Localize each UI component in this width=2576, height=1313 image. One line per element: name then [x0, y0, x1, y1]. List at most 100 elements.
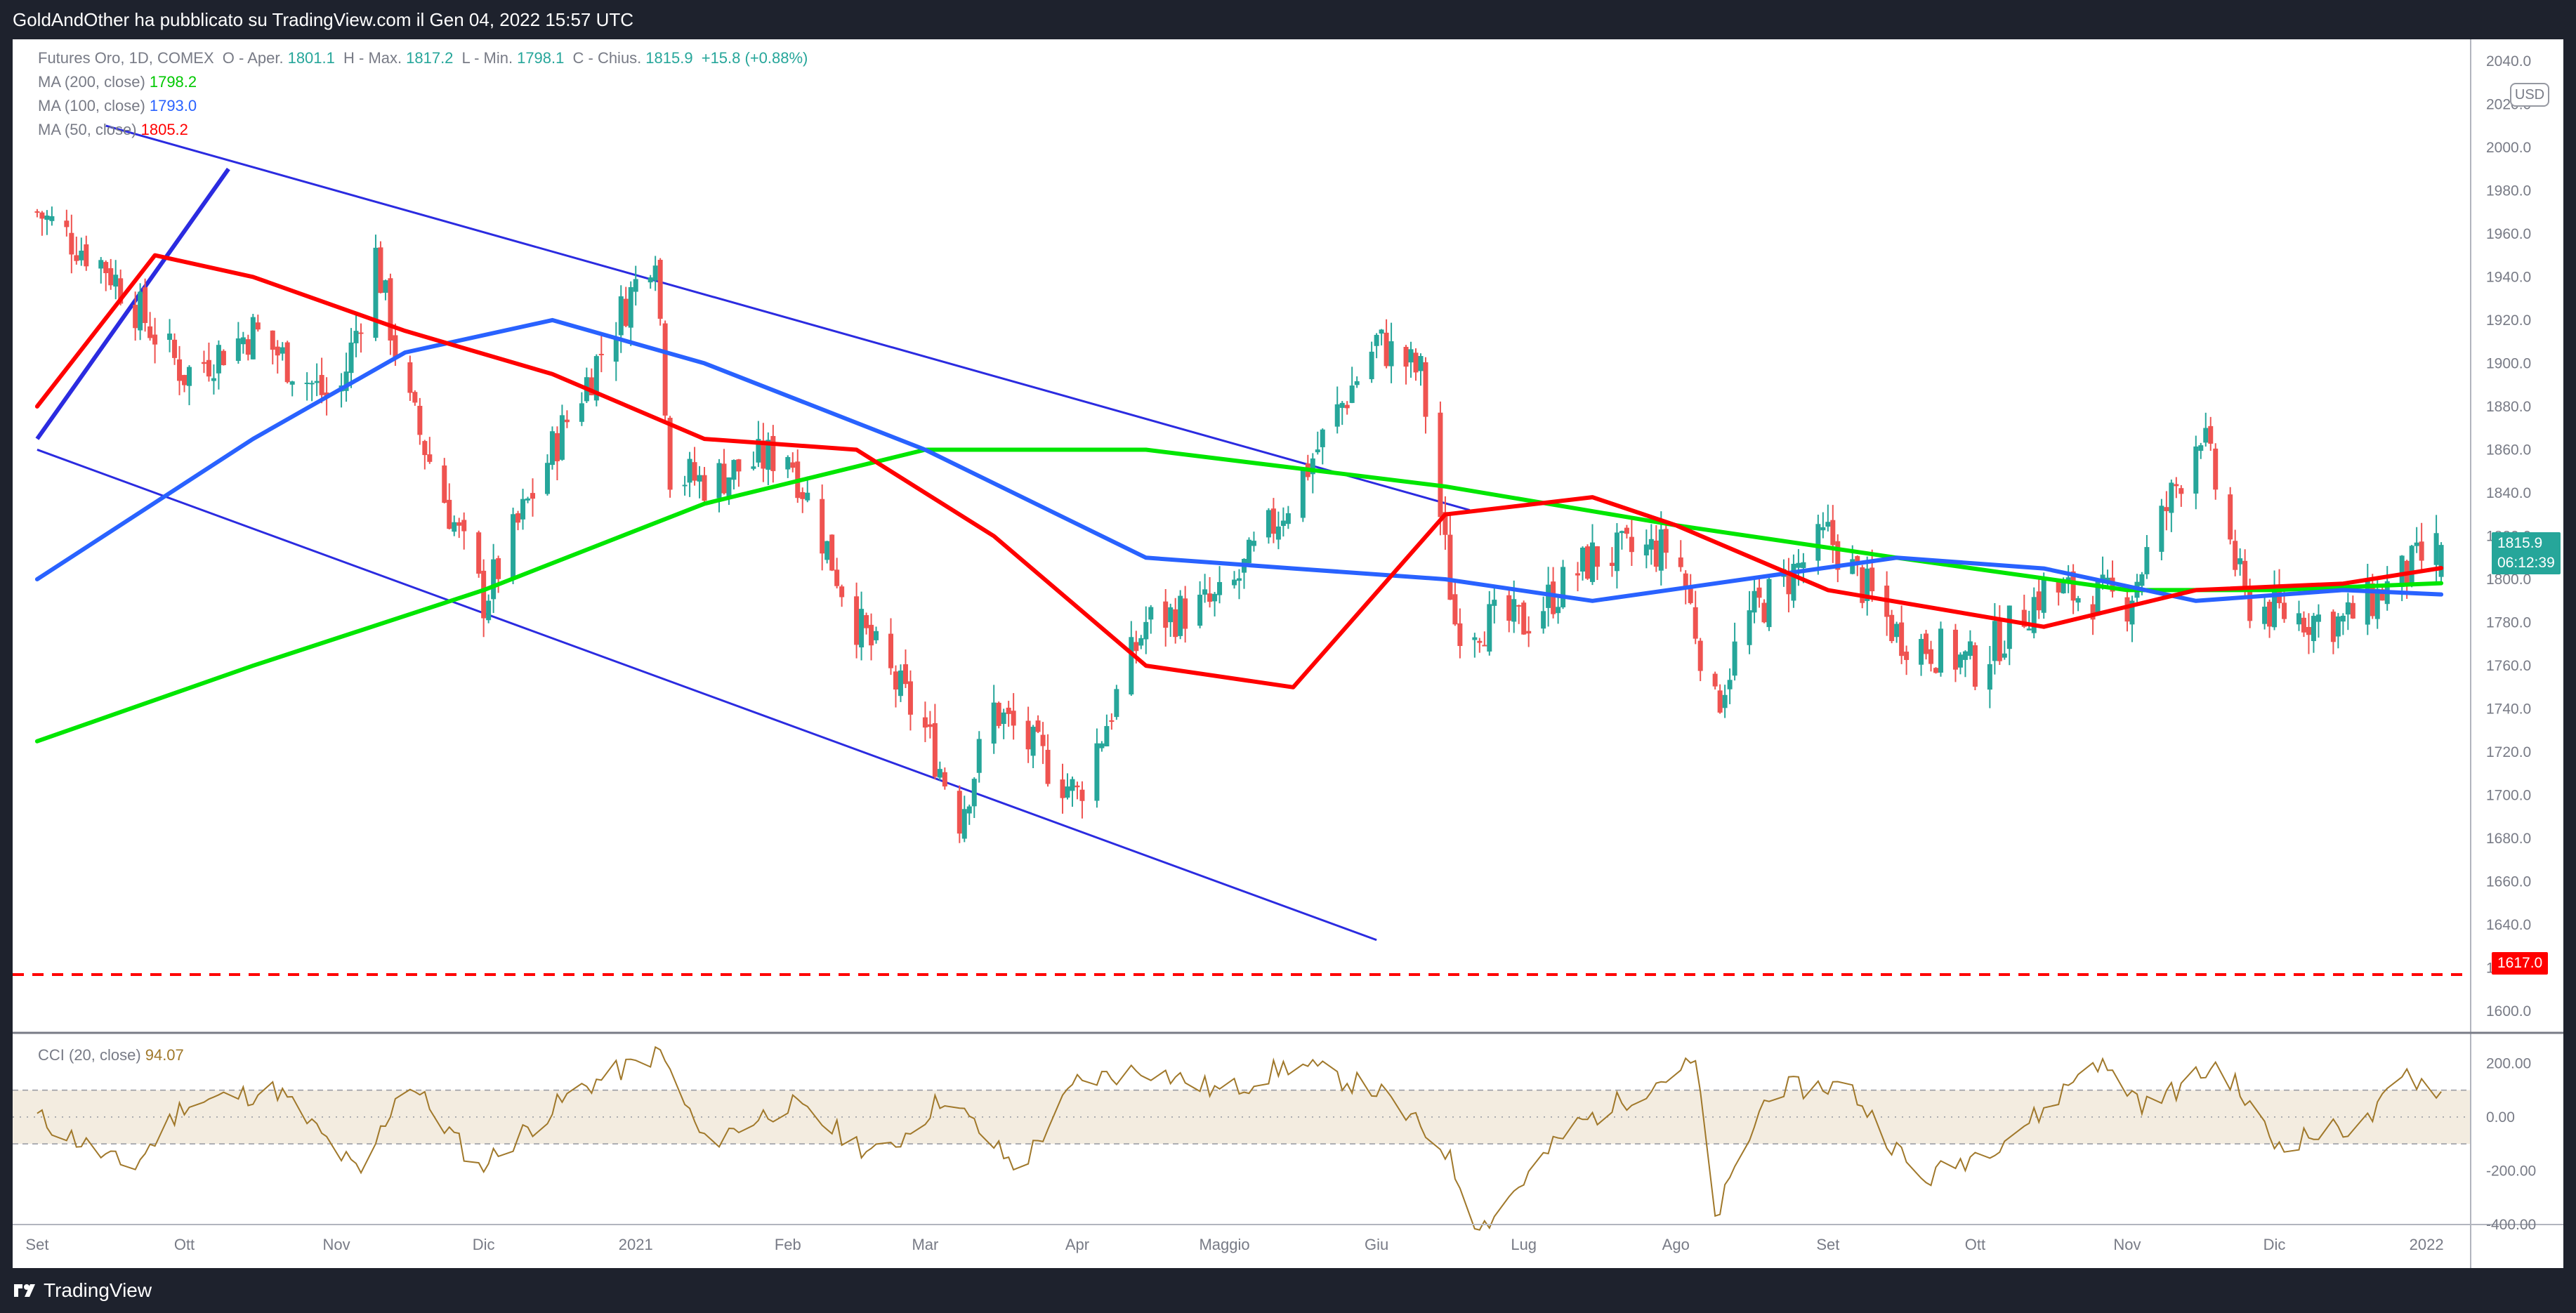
- candle-body: [2169, 482, 2174, 513]
- candle-body: [275, 346, 280, 356]
- candle-body: [1938, 628, 1944, 673]
- symbol-legend[interactable]: Futures Oro, 1D, COMEX O - Aper. 1801.1 H…: [38, 49, 808, 67]
- ma200-legend[interactable]: MA (200, close) 1798.2: [38, 73, 197, 91]
- cci-label[interactable]: CCI (20, close): [38, 1046, 141, 1064]
- candle-body: [731, 460, 737, 480]
- candle-body: [1796, 562, 1801, 568]
- candle-body: [1079, 789, 1085, 801]
- ma50-line: [34, 253, 2444, 690]
- symbol-name[interactable]: Futures Oro, 1D, COMEX: [38, 49, 214, 67]
- candle-body: [240, 337, 246, 345]
- ma200-label[interactable]: MA (200, close): [38, 73, 145, 91]
- ma50-label[interactable]: MA (50, close): [38, 121, 137, 138]
- candle-body: [2164, 507, 2169, 511]
- candle-body: [1379, 329, 1384, 334]
- cci-tick-label: 0.00: [2486, 1109, 2515, 1126]
- candle-body: [937, 769, 942, 778]
- price-tick-label: 1600.0: [2486, 1003, 2531, 1020]
- price-axis-bg: [2471, 39, 2563, 1268]
- time-tick-label: Nov: [323, 1236, 350, 1253]
- currency-button[interactable]: USD: [2510, 83, 2549, 107]
- candle-body: [348, 342, 354, 374]
- candle-body: [854, 596, 860, 645]
- chart-svg[interactable]: 1600.01620.01640.01660.01680.01700.01720…: [13, 39, 2563, 1268]
- time-tick-label: Set: [1816, 1236, 1839, 1253]
- candle-body: [1997, 621, 2002, 661]
- candle-body: [1904, 652, 1910, 660]
- time-tick-label: 2021: [619, 1236, 653, 1253]
- candle-body: [2065, 577, 2071, 581]
- candle-body: [270, 330, 275, 350]
- candle-body: [1575, 573, 1581, 576]
- price-tick-label: 1760.0: [2486, 658, 2531, 674]
- candle-body: [309, 383, 315, 385]
- candle-body: [314, 381, 320, 383]
- chart-area[interactable]: 1600.01620.01640.01660.01680.01700.01720…: [13, 39, 2563, 1268]
- candle-body: [1212, 593, 1218, 602]
- candle-body: [1786, 573, 1792, 595]
- candle-body: [2419, 541, 2424, 561]
- candle-body: [1104, 726, 1110, 746]
- candle-body: [481, 570, 487, 619]
- candle-body: [486, 600, 492, 621]
- candle-body: [1526, 631, 1532, 634]
- candle-body: [1217, 581, 1223, 595]
- candle-body: [461, 520, 467, 532]
- candle-body: [2374, 588, 2380, 619]
- candle-body: [898, 670, 903, 697]
- candle-body: [1315, 449, 1320, 453]
- cci-legend[interactable]: CCI (20, close) 94.07: [38, 1046, 184, 1064]
- candle-body: [2105, 577, 2110, 581]
- candle-body: [1928, 649, 1934, 664]
- candle-body: [1270, 508, 1276, 534]
- candle-body: [221, 350, 226, 366]
- tradingview-logo[interactable]: TradingView: [13, 1279, 152, 1302]
- candle-body: [530, 493, 536, 499]
- ma50-legend[interactable]: MA (50, close) 1805.2: [38, 121, 188, 139]
- time-tick-label: Dic: [2263, 1236, 2286, 1253]
- candle-body: [1285, 513, 1291, 524]
- candle-body: [511, 514, 516, 578]
- low-label: L - Min.: [461, 49, 513, 67]
- candles: [34, 206, 2444, 843]
- ma100-legend[interactable]: MA (100, close) 1793.0: [38, 97, 197, 115]
- price-tick-label: 1880.0: [2486, 399, 2531, 415]
- candle-body: [1688, 585, 1693, 603]
- candle-body: [1408, 349, 1414, 363]
- candle-body: [1924, 633, 1929, 654]
- axes: 1600.01620.01640.01660.01680.01700.01720…: [13, 39, 2563, 1268]
- candle-body: [2036, 591, 2042, 611]
- candle-body: [64, 220, 70, 227]
- time-tick-label: Nov: [2113, 1236, 2141, 1253]
- candle-body: [1717, 690, 1723, 713]
- candle-body: [1663, 529, 1669, 553]
- candle-body: [859, 609, 865, 648]
- ma200-value: 1798.2: [149, 73, 197, 91]
- candle-body: [138, 291, 143, 331]
- candle-body: [991, 702, 997, 744]
- candle-body: [2061, 582, 2066, 594]
- candle-body: [2100, 574, 2105, 583]
- candle-body: [1899, 622, 1905, 656]
- candle-body: [393, 335, 398, 359]
- candle-body: [1541, 611, 1546, 629]
- ma100-label[interactable]: MA (100, close): [38, 97, 145, 114]
- time-tick-label: Mar: [912, 1236, 938, 1253]
- candle-body: [957, 791, 962, 834]
- candle-body: [1133, 642, 1139, 652]
- candle-body: [652, 265, 658, 281]
- candle-body: [358, 332, 364, 334]
- candle-body: [1830, 520, 1836, 546]
- candle-body: [1752, 590, 1757, 613]
- candle-body: [907, 681, 913, 715]
- candle-body: [2228, 494, 2233, 540]
- candle-body: [476, 532, 482, 574]
- candle-body: [1609, 562, 1615, 567]
- candle-body: [1320, 429, 1325, 447]
- candle-body: [2306, 626, 2311, 635]
- candle-body: [1952, 629, 1958, 670]
- candle-body: [736, 459, 742, 472]
- candle-body: [1580, 547, 1586, 572]
- cci-tick-label: -400.00: [2486, 1217, 2536, 1233]
- close-value: 1815.9: [645, 49, 693, 67]
